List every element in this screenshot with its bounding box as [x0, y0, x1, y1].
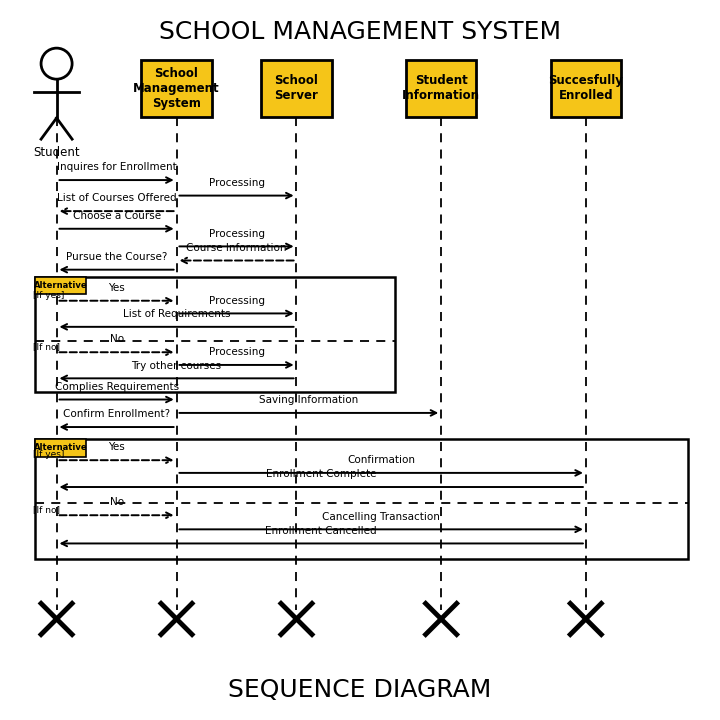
Text: Yes: Yes — [108, 442, 125, 452]
Text: Succesfully
Enrolled: Succesfully Enrolled — [549, 74, 624, 102]
Text: Choose a Course: Choose a Course — [73, 211, 161, 221]
Bar — [35, 276, 86, 294]
Text: Alternative: Alternative — [34, 444, 88, 452]
Bar — [35, 439, 86, 456]
Bar — [141, 60, 212, 117]
Text: Processing: Processing — [209, 296, 264, 306]
Text: Student
Information: Student Information — [402, 74, 480, 102]
Text: Cancelling Transaction: Cancelling Transaction — [323, 512, 440, 521]
Text: [If yes]: [If yes] — [33, 291, 65, 300]
Text: Course Information: Course Information — [186, 243, 287, 253]
Text: Enrollment Complete: Enrollment Complete — [266, 469, 377, 480]
Text: Processing: Processing — [209, 347, 264, 357]
Text: List of Requirements: List of Requirements — [123, 309, 230, 319]
Text: [If no]: [If no] — [33, 342, 60, 351]
Text: Try other courses: Try other courses — [132, 361, 222, 371]
Text: Saving Information: Saving Information — [259, 395, 359, 405]
Text: School
Management
System: School Management System — [133, 67, 220, 110]
Bar — [261, 60, 332, 117]
Text: Complies Requirements: Complies Requirements — [55, 382, 179, 392]
Text: Yes: Yes — [108, 283, 125, 293]
Text: School
Server: School Server — [274, 74, 318, 102]
Text: Student: Student — [33, 146, 80, 159]
Bar — [406, 60, 477, 117]
Text: Pursue the Course?: Pursue the Course? — [66, 252, 167, 262]
Text: Confirmation: Confirmation — [347, 455, 415, 465]
Text: No: No — [109, 498, 124, 508]
Text: Processing: Processing — [209, 229, 264, 238]
Bar — [551, 60, 621, 117]
Text: [If no]: [If no] — [33, 505, 60, 514]
Bar — [35, 276, 395, 392]
Text: Alternative: Alternative — [34, 281, 88, 290]
Text: SEQUENCE DIAGRAM: SEQUENCE DIAGRAM — [228, 678, 492, 702]
Text: No: No — [109, 335, 124, 344]
Text: [If yes]: [If yes] — [33, 450, 65, 459]
Text: Inquires for Enrollment: Inquires for Enrollment — [57, 162, 176, 172]
Text: SCHOOL MANAGEMENT SYSTEM: SCHOOL MANAGEMENT SYSTEM — [159, 20, 561, 44]
Text: List of Courses Offered: List of Courses Offered — [57, 194, 176, 203]
Bar — [35, 439, 688, 559]
Text: Confirm Enrollment?: Confirm Enrollment? — [63, 409, 170, 419]
Text: Processing: Processing — [209, 178, 264, 188]
Text: Enrollment Cancelled: Enrollment Cancelled — [266, 526, 377, 536]
